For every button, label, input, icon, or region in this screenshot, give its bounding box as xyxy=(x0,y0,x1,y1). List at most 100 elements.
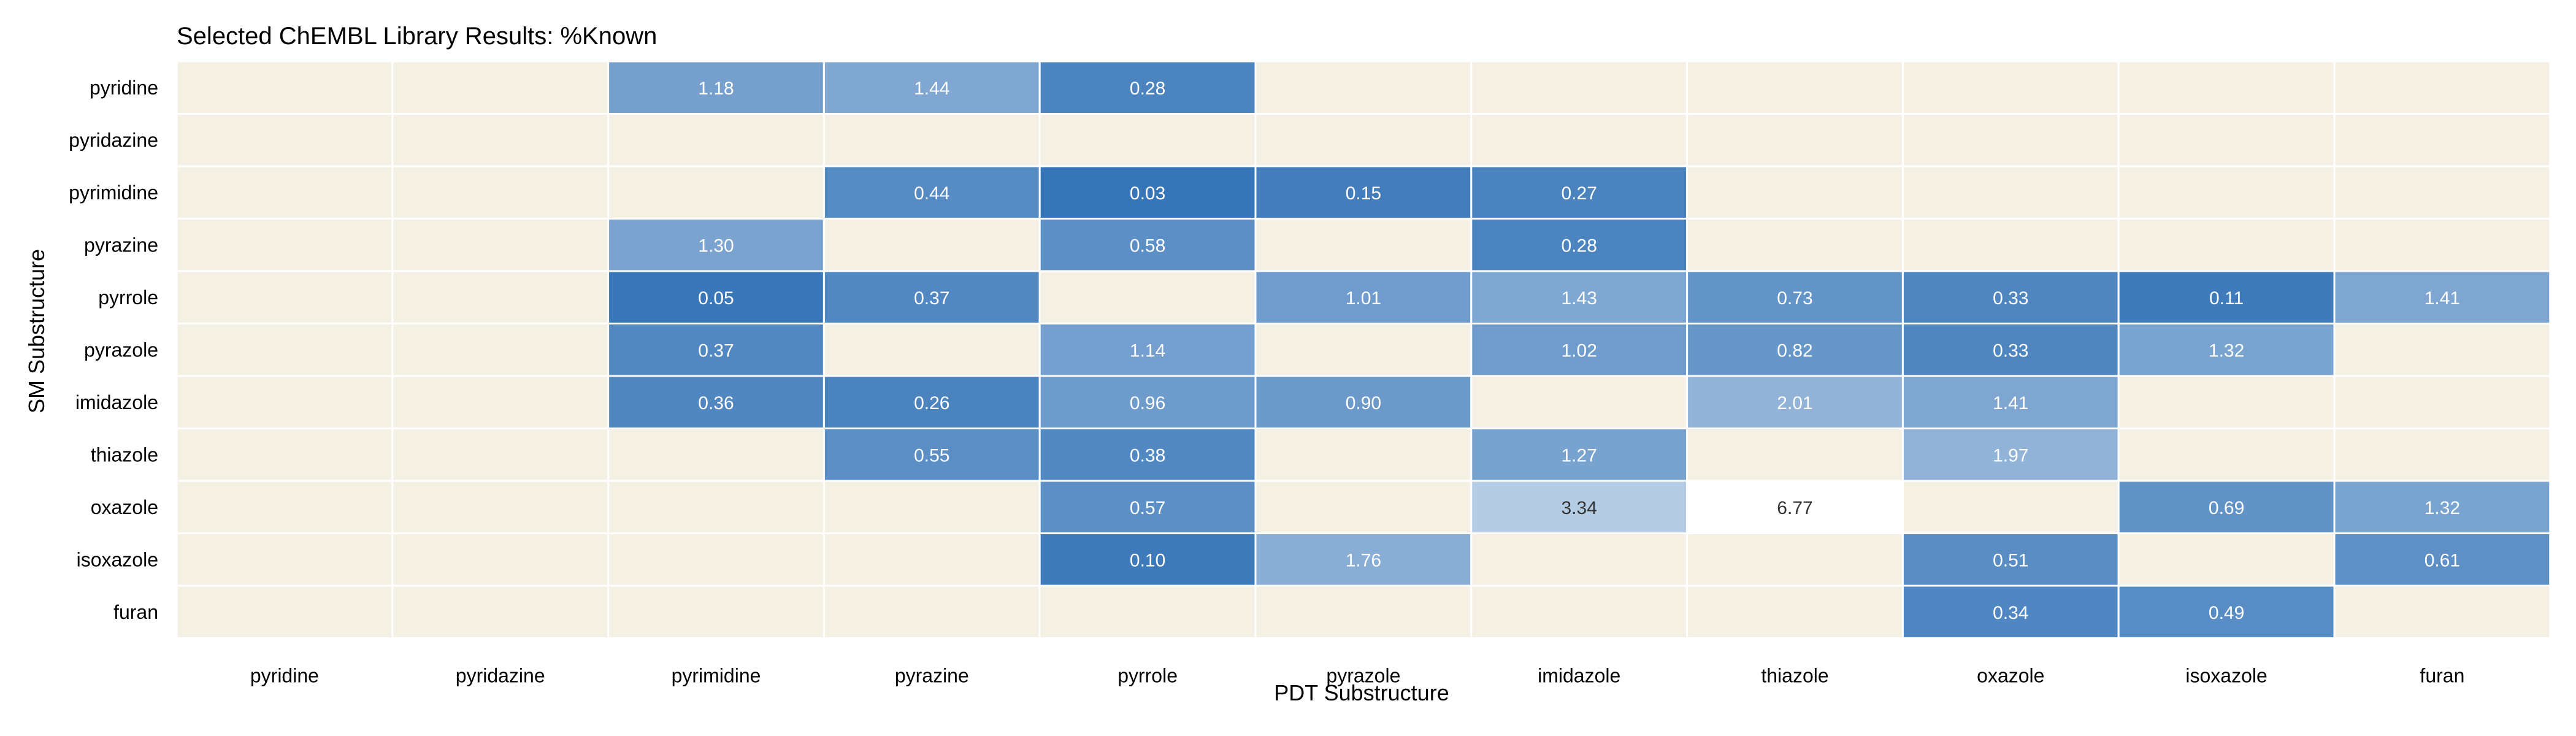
heatmap-cell-pyrrole-imidazole xyxy=(1470,270,1689,324)
heatmap-cell-isoxazole-pyrrole xyxy=(1038,532,1257,587)
heatmap-cell-pyrrole-pyridazine xyxy=(391,270,610,324)
heatmap-cell-pyrazine-pyrazine xyxy=(822,218,1041,272)
heatmap-cell-pyridazine-pyrazine xyxy=(822,113,1041,167)
cell-value-label: 0.69 xyxy=(2209,498,2244,518)
x-tick-label: pyridine xyxy=(250,665,319,687)
heatmap-cells: 1.18 1.44 0.28 0.44 0.03 0.15 0.27 1.30 0.58 0.28… xyxy=(175,60,2551,639)
heatmap-cell-isoxazole-furan xyxy=(2333,532,2551,587)
heatmap-cell-pyridazine-furan xyxy=(2333,113,2551,167)
heatmap-cell-pyrazine-pyridazine xyxy=(391,218,610,272)
cell-value-label: 0.03 xyxy=(1130,183,1165,204)
cell-value-label: 0.11 xyxy=(2209,288,2244,309)
cell-value-label: 1.41 xyxy=(2425,288,2460,309)
y-tick-labels: pyridine pyridazine pyrimidine pyrazine pyrr… xyxy=(69,77,158,623)
x-tick-label: isoxazole xyxy=(2185,665,2267,687)
cell-value-label: 0.15 xyxy=(1346,183,1381,204)
heatmap-cell-pyrimidine-oxazole xyxy=(1901,165,2120,220)
heatmap-cell-pyrrole-pyrrole xyxy=(1038,270,1257,324)
cell-value-label: 3.34 xyxy=(1562,498,1597,518)
heatmap-cell-thiazole-pyrazine xyxy=(822,427,1041,482)
cell-value-label: 0.82 xyxy=(1777,340,1812,361)
heatmap-cell-pyrazole-pyridine xyxy=(175,323,394,377)
y-tick-label: isoxazole xyxy=(77,548,158,570)
cell-value-label: 0.55 xyxy=(914,445,949,466)
cell-value-label: 1.41 xyxy=(1993,393,2028,413)
chart-title: Selected ChEMBL Library Results: %Known xyxy=(177,23,657,50)
heatmap-cell-pyrimidine-pyridazine xyxy=(391,165,610,220)
cell-value-label: 0.96 xyxy=(1130,393,1165,413)
cell-value-label: 1.32 xyxy=(2209,340,2244,361)
x-tick-label: pyridazine xyxy=(456,665,545,687)
cell-value-label: 0.44 xyxy=(914,183,949,204)
heatmap-cell-imidazole-pyridine xyxy=(175,375,394,429)
heatmap-cell-pyridine-furan xyxy=(2333,60,2551,115)
heatmap-cell-furan-pyrimidine xyxy=(607,585,825,639)
heatmap-cell-furan-pyridazine xyxy=(391,585,610,639)
cell-value-label: 1.43 xyxy=(1562,288,1597,309)
heatmap-cell-pyrazole-imidazole xyxy=(1470,323,1689,377)
heatmap-cell-pyrazine-furan xyxy=(2333,218,2551,272)
heatmap-cell-pyrazine-pyrazole xyxy=(1254,218,1473,272)
cell-value-label: 1.18 xyxy=(698,79,734,99)
cell-value-label: 0.49 xyxy=(2209,603,2244,623)
heatmap-cell-pyrazole-oxazole xyxy=(1901,323,2120,377)
x-axis-label: PDT Substructure xyxy=(1274,680,1449,705)
y-tick-label: pyrazole xyxy=(84,339,158,361)
cell-value-label: 1.44 xyxy=(914,79,949,99)
heatmap-cell-pyridine-pyridazine xyxy=(391,60,610,115)
cell-value-label: 1.97 xyxy=(1993,445,2028,466)
cell-value-label: 0.10 xyxy=(1130,550,1165,570)
heatmap-cell-oxazole-pyridine xyxy=(175,480,394,534)
heatmap-cell-pyrazine-pyrimidine xyxy=(607,218,825,272)
heatmap-cell-pyrrole-pyridine xyxy=(175,270,394,324)
heatmap-cell-pyridazine-thiazole xyxy=(1686,113,1904,167)
cell-value-label: 0.38 xyxy=(1130,445,1165,466)
heatmap-cell-pyrimidine-furan xyxy=(2333,165,2551,220)
y-tick-label: pyrimidine xyxy=(69,182,158,204)
heatmap-cell-oxazole-imidazole xyxy=(1470,480,1689,534)
heatmap-cell-thiazole-isoxazole xyxy=(2117,427,2336,482)
x-tick-labels: pyridine pyridazine pyrimidine pyrazine pyrr… xyxy=(250,665,2464,687)
heatmap-cell-pyrazole-furan xyxy=(2333,323,2551,377)
heatmap-cell-pyridine-thiazole xyxy=(1686,60,1904,115)
cell-value-label: 0.26 xyxy=(914,393,949,413)
heatmap-cell-pyrazole-thiazole xyxy=(1686,323,1904,377)
cell-value-label: 0.58 xyxy=(1130,236,1165,256)
heatmap-cell-pyridine-pyrimidine xyxy=(607,60,825,115)
cell-value-label: 1.02 xyxy=(1562,340,1597,361)
cell-value-label: 1.27 xyxy=(1562,445,1597,466)
cell-value-label: 0.37 xyxy=(698,340,734,361)
heatmap-cell-pyrrole-isoxazole xyxy=(2117,270,2336,324)
heatmap-cell-thiazole-furan xyxy=(2333,427,2551,482)
cell-value-label: 0.33 xyxy=(1993,288,2028,309)
cell-value-label: 0.73 xyxy=(1777,288,1812,309)
heatmap-cell-pyrazole-pyrimidine xyxy=(607,323,825,377)
cell-value-label: 1.32 xyxy=(2425,498,2460,518)
heatmap-cell-oxazole-pyrimidine xyxy=(607,480,825,534)
cell-value-label: 0.33 xyxy=(1993,340,2028,361)
heatmap-cell-isoxazole-pyridine xyxy=(175,532,394,587)
heatmap-cell-pyrazole-pyrazole xyxy=(1254,323,1473,377)
cell-value-label: 0.57 xyxy=(1130,498,1165,518)
heatmap-cell-isoxazole-thiazole xyxy=(1686,532,1904,587)
heatmap-cell-oxazole-pyrazole xyxy=(1254,480,1473,534)
heatmap-cell-pyrazine-oxazole xyxy=(1901,218,2120,272)
heatmap-cell-oxazole-pyridazine xyxy=(391,480,610,534)
heatmap-cell-imidazole-pyridazine xyxy=(391,375,610,429)
cell-value-label: 0.28 xyxy=(1130,79,1165,99)
heatmap-cell-oxazole-pyrazine xyxy=(822,480,1041,534)
heatmap-cell-pyridine-oxazole xyxy=(1901,60,2120,115)
x-tick-label: pyrazole xyxy=(1326,665,1400,687)
heatmap-cell-pyridazine-pyrazole xyxy=(1254,113,1473,167)
heatmap-cell-imidazole-thiazole xyxy=(1686,375,1904,429)
cell-value-label: 6.77 xyxy=(1777,498,1812,518)
heatmap-cell-pyridine-isoxazole xyxy=(2117,60,2336,115)
cell-value-label: 1.76 xyxy=(1346,550,1381,570)
cell-value-label: 0.61 xyxy=(2425,550,2460,570)
heatmap-cell-pyrazine-isoxazole xyxy=(2117,218,2336,272)
heatmap-cell-pyridazine-pyridazine xyxy=(391,113,610,167)
heatmap-cell-pyridine-pyridine xyxy=(175,60,394,115)
x-tick-label: thiazole xyxy=(1761,665,1828,687)
x-tick-label: pyrimidine xyxy=(672,665,761,687)
